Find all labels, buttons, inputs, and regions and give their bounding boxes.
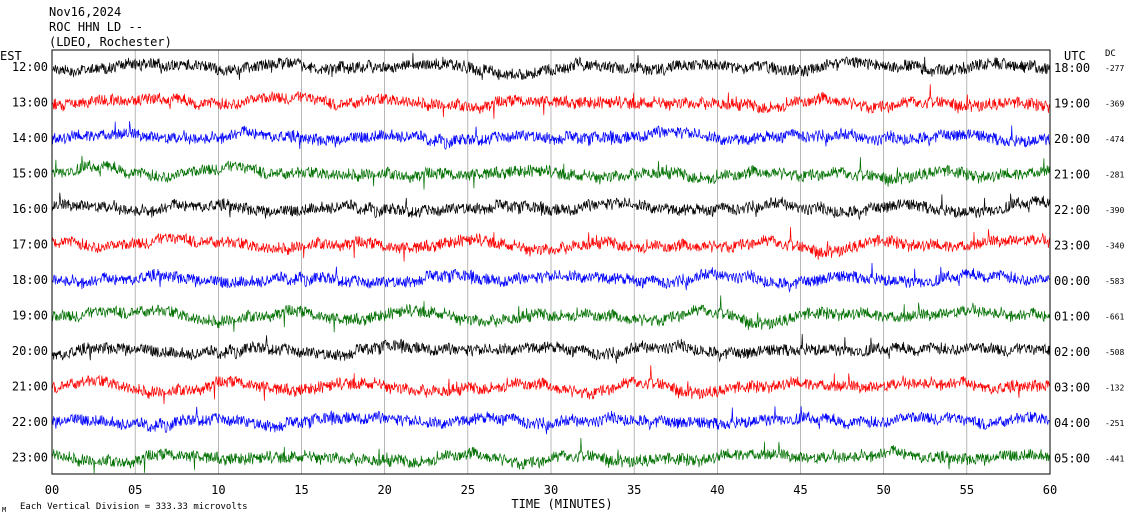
utc-hour-label: 05:00 xyxy=(1054,452,1090,466)
x-tick-label: 50 xyxy=(876,483,890,497)
est-hour-label: 17:00 xyxy=(12,238,48,252)
trace-line xyxy=(51,192,1051,221)
utc-hour-label: 01:00 xyxy=(1054,310,1090,324)
plot-frame xyxy=(51,49,1051,475)
utc-hour-label: 18:00 xyxy=(1054,61,1090,75)
trace-line xyxy=(51,155,1051,190)
x-tick-label: 15 xyxy=(294,483,308,497)
est-hour-label: 12:00 xyxy=(12,60,48,74)
utc-hour-label: 20:00 xyxy=(1054,132,1090,146)
utc-hour-label: 22:00 xyxy=(1054,203,1090,217)
est-hour-label: 15:00 xyxy=(12,167,48,181)
est-hour-label: 14:00 xyxy=(12,131,48,145)
dc-offset-label: -251 xyxy=(1105,419,1124,428)
est-hour-label: 20:00 xyxy=(12,344,48,358)
trace-line xyxy=(51,437,1051,474)
dc-offset-label: -281 xyxy=(1105,171,1124,180)
est-hour-label: 18:00 xyxy=(12,273,48,287)
utc-hour-label: 00:00 xyxy=(1054,274,1090,288)
x-tick-label: 60 xyxy=(1043,483,1057,497)
est-hour-labels: 12:00 13:00 14:00 15:00 16:00 17:00 18:00 19:00… xyxy=(12,60,48,465)
x-tick-label: 55 xyxy=(960,483,974,497)
dc-offset-label: -583 xyxy=(1105,277,1124,286)
x-tick-label: 30 xyxy=(544,483,558,497)
x-tick-label: 05 xyxy=(128,483,142,497)
left-axis-label: EST xyxy=(0,49,22,63)
dc-offset-label: -390 xyxy=(1105,206,1124,215)
utc-hour-label: 21:00 xyxy=(1054,168,1090,182)
dc-offset-label: -340 xyxy=(1105,242,1124,251)
trace-line xyxy=(51,227,1051,262)
dc-offset-label: -661 xyxy=(1105,313,1124,322)
header-station: ROC HHN LD -- xyxy=(49,20,143,34)
utc-hour-label: 19:00 xyxy=(1054,97,1090,111)
dc-offset-labels: -277 -369 -474 -281 -390 -340 -583 -661 -508 -132… xyxy=(1105,64,1124,464)
x-tick-label: 10 xyxy=(211,483,225,497)
x-tick-label: 35 xyxy=(627,483,641,497)
corner-mark: M xyxy=(2,506,6,514)
est-hour-label: 23:00 xyxy=(12,451,48,465)
header-network: (LDEO, Rochester) xyxy=(49,35,172,49)
x-tick-label: 45 xyxy=(793,483,807,497)
utc-hour-labels: 18:00 19:00 20:00 21:00 22:00 23:00 00:00 01:00… xyxy=(1054,61,1090,466)
utc-hour-label: 23:00 xyxy=(1054,239,1090,253)
right-axis-label: UTC xyxy=(1064,49,1086,63)
dc-offset-label: -277 xyxy=(1105,64,1124,73)
trace-line xyxy=(51,406,1051,435)
dc-offset-label: -132 xyxy=(1105,384,1124,393)
trace-line xyxy=(51,121,1051,150)
trace-line xyxy=(51,295,1051,333)
trace-line xyxy=(51,365,1051,405)
dc-offset-label: -474 xyxy=(1105,135,1124,144)
dc-label: DC xyxy=(1105,49,1116,59)
dc-offset-label: -441 xyxy=(1105,455,1124,464)
utc-hour-label: 03:00 xyxy=(1054,381,1090,395)
est-hour-label: 19:00 xyxy=(12,309,48,323)
chart-grid xyxy=(51,50,1051,474)
est-hour-label: 13:00 xyxy=(12,96,48,110)
trace-line xyxy=(51,262,1051,293)
trace-line xyxy=(51,52,1051,81)
est-hour-label: 21:00 xyxy=(12,380,48,394)
x-tick-labels: 00 05 10 15 20 25 30 35 40 45 50 55 60 xyxy=(45,483,1057,497)
trace-line xyxy=(51,333,1051,364)
trace-line xyxy=(51,84,1051,119)
est-hour-label: 16:00 xyxy=(12,202,48,216)
header-date: Nov16,2024 xyxy=(49,5,121,19)
x-tick-label: 20 xyxy=(377,483,391,497)
dc-offset-label: -369 xyxy=(1105,100,1124,109)
x-tick-label: 40 xyxy=(710,483,724,497)
x-tick-label: 25 xyxy=(461,483,475,497)
x-tick-label: 00 xyxy=(45,483,59,497)
x-axis-label: TIME (MINUTES) xyxy=(511,497,612,511)
est-hour-label: 22:00 xyxy=(12,415,48,429)
utc-hour-label: 02:00 xyxy=(1054,345,1090,359)
seismic-traces xyxy=(51,52,1051,474)
utc-hour-label: 04:00 xyxy=(1054,416,1090,430)
scale-note: Each Vertical Division = 333.33 microvol… xyxy=(20,502,248,512)
dc-offset-label: -508 xyxy=(1105,348,1124,357)
